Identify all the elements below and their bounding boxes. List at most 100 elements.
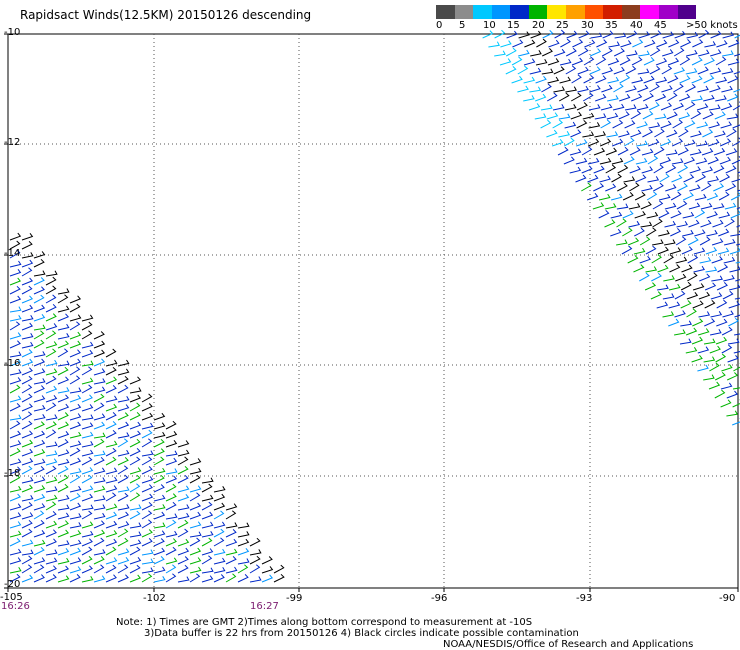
wind-barb — [81, 314, 94, 322]
wind-barb — [57, 288, 70, 295]
wind-barb — [679, 75, 691, 84]
wind-barb — [153, 556, 165, 565]
wind-barb — [721, 85, 733, 93]
wind-barb — [177, 456, 189, 466]
wind-barb — [703, 374, 715, 381]
wind-barb — [201, 567, 214, 574]
wind-barb — [650, 291, 662, 300]
wind-barb — [614, 32, 627, 39]
wind-barb — [9, 340, 21, 349]
wind-barb — [189, 485, 202, 493]
wind-barb — [631, 76, 644, 84]
wind-barb — [33, 270, 46, 277]
wind-barb — [189, 474, 201, 484]
wind-barb — [566, 30, 578, 39]
wind-barb — [619, 56, 631, 66]
wind-barb — [249, 564, 261, 574]
wind-barb — [655, 93, 667, 102]
wind-barb — [710, 49, 722, 57]
wind-barb — [685, 68, 698, 75]
wind-barb — [129, 394, 142, 403]
wind-barb — [45, 494, 58, 502]
wind-barb — [45, 385, 58, 394]
wind-barb — [622, 210, 634, 219]
colorbar-swatch — [436, 5, 455, 19]
wind-barb — [713, 165, 725, 174]
wind-barb — [734, 53, 740, 57]
wind-barb — [141, 538, 153, 547]
wind-barb — [213, 548, 226, 556]
wind-barb — [45, 414, 58, 421]
wind-barb — [57, 421, 70, 430]
wind-barb — [708, 121, 721, 129]
wind-barb — [105, 557, 118, 565]
wind-barb — [720, 382, 733, 390]
wind-barb — [9, 503, 22, 511]
wind-barb — [623, 137, 635, 147]
wind-barb — [674, 329, 686, 336]
lon-label: -99 — [286, 593, 303, 604]
wind-barb — [663, 275, 675, 282]
wind-barb — [616, 218, 627, 228]
wind-barb — [117, 438, 129, 448]
wind-barb — [626, 50, 638, 57]
wind-barb — [715, 56, 727, 66]
wind-barb — [713, 183, 725, 192]
wind-barb — [69, 340, 82, 349]
wind-barb — [681, 264, 693, 273]
wind-barb — [727, 93, 739, 102]
wind-barb — [9, 332, 22, 340]
colorbar-label: 30 — [581, 20, 594, 31]
wind-barb — [237, 564, 249, 574]
wind-barb — [601, 84, 613, 93]
wind-barb — [703, 75, 715, 84]
wind-barb — [505, 66, 517, 75]
wind-barb — [21, 241, 33, 250]
wind-barb — [559, 58, 572, 66]
wind-barb — [693, 265, 705, 273]
wind-barb — [575, 157, 588, 165]
wind-barb — [512, 39, 524, 48]
wind-barb — [590, 32, 603, 39]
wind-barb — [9, 440, 22, 448]
wind-barb — [722, 31, 735, 39]
wind-barb — [9, 358, 22, 367]
wind-barb — [627, 254, 639, 264]
wind-barb — [730, 230, 740, 237]
wind-barb — [686, 291, 699, 300]
wind-barb — [715, 353, 727, 363]
wind-barb — [81, 575, 94, 583]
wind-barb — [571, 74, 582, 84]
wind-barb — [697, 85, 709, 93]
wind-barb — [249, 537, 261, 547]
wind-barb — [655, 57, 668, 66]
wind-barb — [93, 529, 106, 538]
wind-barb — [594, 113, 607, 120]
wind-barb — [9, 315, 22, 322]
wind-barb — [93, 340, 106, 349]
wind-barb — [685, 83, 697, 93]
wind-barb — [69, 557, 82, 565]
wind-barb — [21, 574, 34, 583]
wind-barb — [685, 347, 698, 354]
wind-barb — [93, 520, 105, 529]
wind-barb — [557, 146, 569, 156]
colorbar-swatch — [491, 5, 511, 19]
wind-barb — [105, 530, 118, 538]
wind-barb — [664, 220, 676, 228]
wind-barb — [117, 548, 130, 556]
wind-barb — [607, 95, 619, 102]
wind-barb — [638, 31, 650, 39]
wind-barb — [213, 521, 226, 529]
wind-barb — [635, 157, 648, 165]
wind-barb — [732, 121, 740, 129]
wind-barb — [21, 502, 33, 511]
wind-barb — [21, 295, 34, 304]
wind-barb — [576, 139, 588, 147]
wind-barb — [117, 421, 130, 430]
wind-barb — [627, 237, 640, 246]
wind-barb — [261, 574, 274, 583]
wind-barb — [261, 566, 274, 574]
wind-barb — [81, 467, 94, 475]
wind-barb — [117, 537, 129, 547]
